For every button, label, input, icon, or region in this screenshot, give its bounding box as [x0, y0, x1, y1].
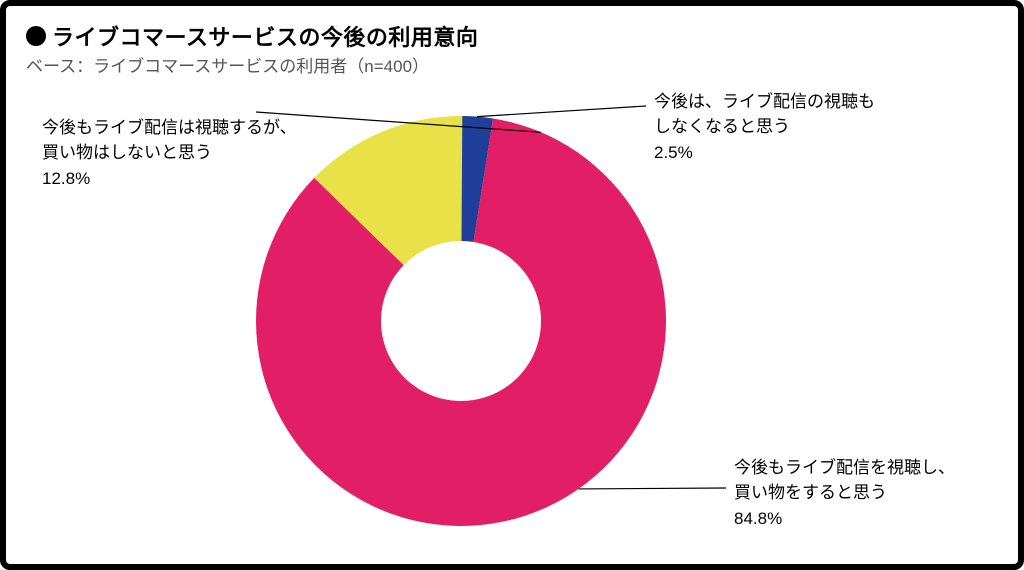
- slice-percent: 12.8%: [42, 167, 297, 192]
- donut-chart: 今後は、ライブ配信の視聴も しなくなると思う 2.5% 今後もライブ配信を視聴し…: [6, 76, 1018, 564]
- bullet-icon: [26, 26, 46, 46]
- slice-text: 今後もライブ配信は視聴するが、: [42, 118, 297, 137]
- slice-percent: 2.5%: [654, 141, 875, 166]
- slice-label-keep-buying: 今後もライブ配信を視聴し、 買い物をすると思う 84.8%: [734, 456, 955, 532]
- slice-percent: 84.8%: [734, 507, 955, 532]
- page-subtitle: ベース：ライブコマースサービスの利用者（n=400）: [26, 52, 429, 77]
- leader-line-stop_watching: [477, 106, 646, 117]
- slice-text: 買い物をすると思う: [734, 483, 887, 502]
- slice-text: しなくなると思う: [654, 117, 790, 136]
- slice-text: 今後もライブ配信を視聴し、: [734, 458, 955, 477]
- leader-line-keep_buying: [579, 488, 726, 489]
- page-title: ライブコマースサービスの今後の利用意向: [52, 20, 478, 52]
- slice-label-watch-no-buy: 今後もライブ配信は視聴するが、 買い物はしないと思う 12.8%: [42, 116, 297, 192]
- slice-text: 買い物はしないと思う: [42, 143, 212, 162]
- chart-frame: ライブコマースサービスの今後の利用意向 ベース：ライブコマースサービスの利用者（…: [0, 0, 1024, 570]
- title-row: ライブコマースサービスの今後の利用意向: [26, 20, 478, 52]
- slice-label-stop-watching: 今後は、ライブ配信の視聴も しなくなると思う 2.5%: [654, 90, 875, 166]
- slice-text: 今後は、ライブ配信の視聴も: [654, 92, 875, 111]
